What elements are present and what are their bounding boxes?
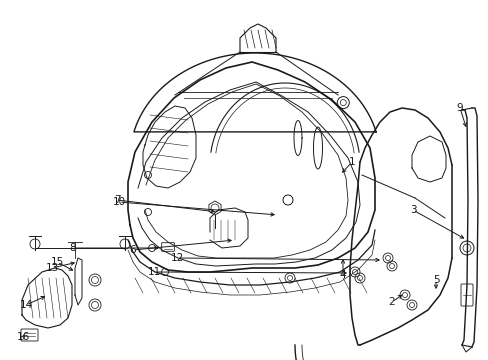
Text: 9: 9 [456, 103, 462, 113]
Text: 5: 5 [432, 275, 438, 285]
Text: 14: 14 [20, 300, 33, 310]
Text: 16: 16 [16, 332, 30, 342]
Text: 13: 13 [45, 263, 59, 273]
Text: 1: 1 [348, 157, 355, 167]
Text: 4: 4 [339, 270, 346, 280]
Text: 8: 8 [70, 243, 76, 253]
Text: 6: 6 [129, 245, 136, 255]
Text: 7: 7 [113, 195, 120, 205]
Text: 3: 3 [409, 205, 415, 215]
Text: 15: 15 [50, 257, 63, 267]
Text: 2: 2 [388, 297, 394, 307]
Text: 12: 12 [170, 253, 183, 263]
Text: 10: 10 [112, 197, 125, 207]
Text: 11: 11 [147, 267, 160, 277]
